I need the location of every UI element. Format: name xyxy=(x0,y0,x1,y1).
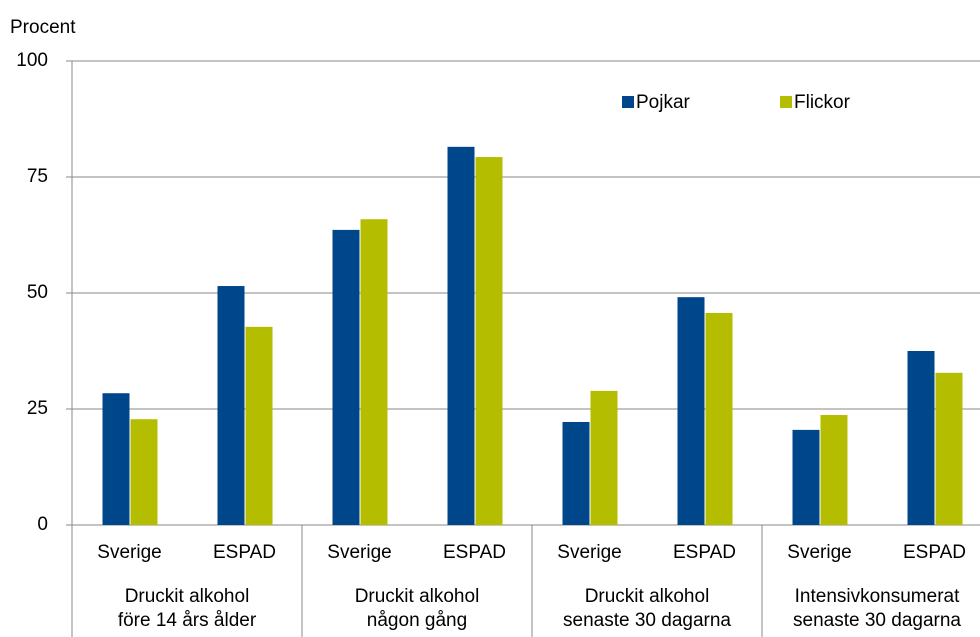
bar xyxy=(677,297,705,525)
bar xyxy=(332,229,360,525)
group-label: Intensivkonsumerat xyxy=(795,586,960,607)
bar xyxy=(360,219,388,525)
x-tick-label: Sverige xyxy=(557,542,621,563)
group-label: Druckit alkohol xyxy=(125,586,250,607)
bar xyxy=(447,146,475,525)
bar xyxy=(217,286,245,525)
bar xyxy=(562,421,590,525)
y-tick-label: 75 xyxy=(27,166,48,187)
group-label: någon gång xyxy=(367,610,467,631)
x-tick-label: ESPAD xyxy=(903,542,966,563)
y-axis-label: Procent xyxy=(10,17,76,38)
bar xyxy=(935,372,963,525)
y-tick-label: 0 xyxy=(37,514,48,535)
bar xyxy=(705,312,733,525)
legend-swatch xyxy=(622,96,634,108)
x-tick-label: ESPAD xyxy=(443,542,506,563)
x-tick-label: Sverige xyxy=(97,542,161,563)
x-tick-label: ESPAD xyxy=(673,542,736,563)
y-tick-label: 50 xyxy=(27,282,48,303)
legend-label: Pojkar xyxy=(636,92,691,113)
legend-swatch xyxy=(780,96,792,108)
bar xyxy=(475,157,503,525)
x-tick-label: Sverige xyxy=(787,542,851,563)
bar xyxy=(820,415,848,525)
group-label: Druckit alkohol xyxy=(585,586,710,607)
y-tick-label: 25 xyxy=(27,398,48,419)
x-tick-label: Sverige xyxy=(327,542,391,563)
bar xyxy=(102,393,130,525)
legend-label: Flickor xyxy=(794,92,851,113)
bar xyxy=(245,326,273,525)
group-label: före 14 års ålder xyxy=(118,610,257,631)
bar xyxy=(130,419,158,525)
bar xyxy=(792,429,820,525)
x-tick-label: ESPAD xyxy=(213,542,276,563)
y-tick-label: 100 xyxy=(16,50,48,71)
group-label: Druckit alkohol xyxy=(355,586,480,607)
group-label: senaste 30 dagarna xyxy=(793,610,961,631)
bar xyxy=(907,351,935,525)
group-label: senaste 30 dagarna xyxy=(563,610,731,631)
bar xyxy=(590,390,618,525)
